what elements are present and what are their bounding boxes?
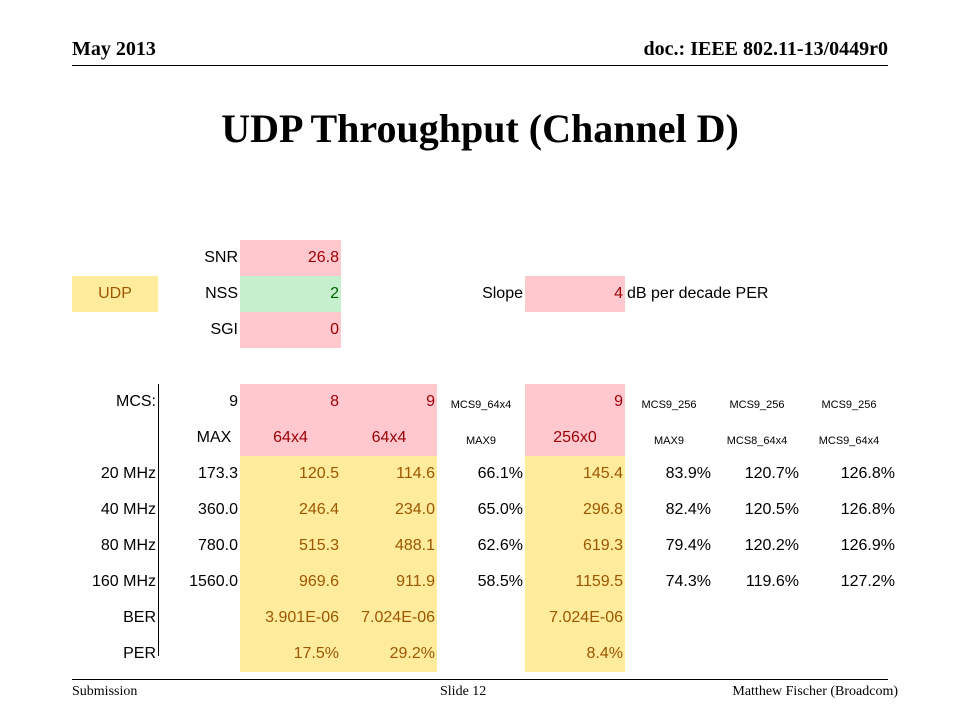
subheader-cell: MCS9_64x4: [818, 435, 880, 447]
mcs-label: MCS:: [116, 393, 156, 410]
subheader-cell: MAX9: [466, 435, 496, 447]
table-cell: 515.3: [240, 528, 341, 564]
table-cell: 246.4: [240, 492, 341, 528]
table-cell: 119.6%: [745, 573, 799, 590]
mcs-cell: MCS9_256: [821, 399, 877, 411]
ber-label: BER: [123, 609, 156, 626]
mcs-cell: MCS9_256: [729, 399, 785, 411]
snr-value: 26.8: [240, 240, 341, 276]
table-cell: 79.4%: [665, 537, 711, 554]
table-cell: 58.5%: [477, 573, 523, 590]
slope-value: 4: [525, 276, 625, 312]
table-cell: 65.0%: [477, 501, 523, 518]
table-cell: 127.2%: [840, 573, 895, 590]
table-cell: 619.3: [525, 528, 625, 564]
header-date: May 2013: [72, 38, 156, 60]
row-label: 160 MHz: [91, 573, 156, 590]
per-value: 29.2%: [341, 636, 437, 672]
table-cell: 126.8%: [840, 501, 895, 518]
table-cell: 120.7%: [744, 465, 799, 482]
mcs-cell: 9: [229, 393, 238, 410]
snr-label: SNR: [204, 249, 238, 266]
table-cell: 173.3: [197, 465, 238, 482]
table-cell: 234.0: [341, 492, 437, 528]
sgi-label: SGI: [210, 321, 238, 338]
table-cell: 126.8%: [840, 465, 895, 482]
subheader-cell: 64x4: [240, 420, 341, 456]
per-value: 8.4%: [525, 636, 625, 672]
ber-value: 7.024E-06: [341, 600, 437, 636]
mcs-cell: MCS9_64x4: [450, 399, 512, 411]
table-cell: 83.9%: [665, 465, 711, 482]
table-cell: 82.4%: [665, 501, 711, 518]
row-label: 80 MHz: [100, 537, 156, 554]
table-cell: 120.2%: [744, 537, 799, 554]
sgi-value: 0: [240, 312, 341, 348]
slope-unit: dB per decade PER: [627, 285, 769, 302]
table-cell: 120.5: [240, 456, 341, 492]
header-divider: [72, 65, 888, 66]
row-label: 20 MHz: [100, 465, 156, 482]
nss-label: NSS: [205, 285, 238, 302]
per-value: 17.5%: [240, 636, 341, 672]
table-cell: 114.6: [341, 456, 437, 492]
table-cell: 1560.0: [189, 573, 238, 590]
subheader-cell: MAX: [196, 429, 232, 446]
table-cell: 74.3%: [665, 573, 711, 590]
footer-divider: [72, 679, 888, 680]
mcs-cell: 9: [525, 384, 625, 420]
table-cell: 360.0: [197, 501, 238, 518]
table-cell: 62.6%: [477, 537, 523, 554]
nss-value: 2: [240, 276, 341, 312]
subheader-cell: 256x0: [525, 420, 625, 456]
table-cell: 66.1%: [477, 465, 523, 482]
table-cell: 145.4: [525, 456, 625, 492]
column-divider: [158, 384, 159, 656]
slide-title: UDP Throughput (Channel D): [221, 106, 739, 151]
footer-author: Matthew Fischer (Broadcom): [732, 684, 898, 699]
subheader-cell: MCS8_64x4: [726, 435, 788, 447]
ber-value: 7.024E-06: [525, 600, 625, 636]
table-cell: 911.9: [341, 564, 437, 600]
subheader-cell: MAX9: [654, 435, 684, 447]
table-cell: 969.6: [240, 564, 341, 600]
udp-label: UDP: [72, 276, 158, 312]
table-cell: 488.1: [341, 528, 437, 564]
mcs-cell: MCS9_256: [641, 399, 697, 411]
table-cell: 126.9%: [840, 537, 895, 554]
subheader-cell: 64x4: [341, 420, 437, 456]
table-cell: 296.8: [525, 492, 625, 528]
slope-label: Slope: [482, 285, 523, 302]
ber-value: 3.901E-06: [240, 600, 341, 636]
table-cell: 1159.5: [525, 564, 625, 600]
per-label: PER: [123, 645, 156, 662]
mcs-cell: 8: [240, 384, 341, 420]
header-doc-id: doc.: IEEE 802.11-13/0449r0: [643, 38, 888, 60]
row-label: 40 MHz: [100, 501, 156, 518]
table-cell: 120.5%: [744, 501, 799, 518]
mcs-cell: 9: [341, 384, 437, 420]
table-cell: 780.0: [197, 537, 238, 554]
footer-slide-number: Slide 12: [440, 684, 487, 699]
footer-left: Submission: [72, 684, 138, 699]
